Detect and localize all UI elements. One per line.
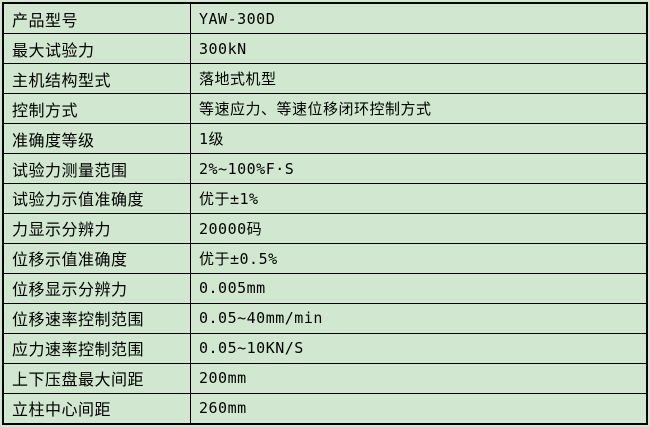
spec-row-label: 位移示值准确度 bbox=[2, 242, 191, 274]
table-row: 试验力测量范围 2%~100%F·S bbox=[2, 153, 648, 184]
table-row: 最大试验力 300kN bbox=[2, 33, 648, 65]
table-row: 准确度等级 1级 bbox=[2, 123, 648, 155]
spec-row-label: 位移显示分辨力 bbox=[2, 272, 191, 304]
spec-row-label: 试验力示值准确度 bbox=[2, 183, 191, 214]
spec-row-label: 控制方式 bbox=[2, 93, 191, 125]
table-row: 上下压盘最大间距 200mm bbox=[2, 362, 648, 394]
table-row: 位移显示分辨力 0.005mm bbox=[2, 272, 648, 304]
spec-row-value: 300kN bbox=[190, 33, 648, 65]
table-row: 位移速率控制范围 0.05~40mm/min bbox=[2, 302, 648, 334]
spec-row-value: 200mm bbox=[190, 362, 648, 394]
spec-row-value: 20000码 bbox=[190, 212, 648, 244]
spec-row-value: 优于±1% bbox=[190, 183, 648, 214]
spec-row-label: 产品型号 bbox=[2, 2, 191, 35]
spec-row-label: 上下压盘最大间距 bbox=[2, 362, 191, 394]
table-row: 位移示值准确度 优于±0.5% bbox=[2, 242, 648, 274]
table-row: 主机结构型式 落地式机型 bbox=[2, 63, 648, 95]
spec-row-value: 等速应力、等速位移闭环控制方式 bbox=[190, 93, 648, 125]
spec-row-label: 试验力测量范围 bbox=[2, 153, 191, 184]
spec-row-value: YAW-300D bbox=[190, 2, 648, 35]
spec-row-label: 立柱中心间距 bbox=[2, 392, 191, 425]
spec-row-label: 最大试验力 bbox=[2, 33, 191, 65]
spec-row-value: 落地式机型 bbox=[190, 63, 648, 95]
spec-row-label: 准确度等级 bbox=[2, 123, 191, 155]
table-row: 产品型号 YAW-300D bbox=[2, 2, 648, 35]
table-row: 力显示分辨力 20000码 bbox=[2, 212, 648, 244]
spec-row-value: 1级 bbox=[190, 123, 648, 155]
spec-row-value: 0.05~10KN/S bbox=[190, 332, 648, 364]
spec-row-label: 主机结构型式 bbox=[2, 63, 191, 95]
table-row: 试验力示值准确度 优于±1% bbox=[2, 183, 648, 214]
table-row: 控制方式 等速应力、等速位移闭环控制方式 bbox=[2, 93, 648, 125]
spec-row-label: 力显示分辨力 bbox=[2, 212, 191, 244]
spec-row-value: 2%~100%F·S bbox=[190, 153, 648, 184]
spec-row-value: 优于±0.5% bbox=[190, 242, 648, 274]
spec-row-value: 0.005mm bbox=[190, 272, 648, 304]
table-row: 应力速率控制范围 0.05~10KN/S bbox=[2, 332, 648, 364]
table-row: 立柱中心间距 260mm bbox=[2, 392, 648, 425]
spec-row-value: 260mm bbox=[190, 392, 648, 425]
spec-row-label: 应力速率控制范围 bbox=[2, 332, 191, 364]
spec-row-label: 位移速率控制范围 bbox=[2, 302, 191, 334]
spec-row-value: 0.05~40mm/min bbox=[190, 302, 648, 334]
